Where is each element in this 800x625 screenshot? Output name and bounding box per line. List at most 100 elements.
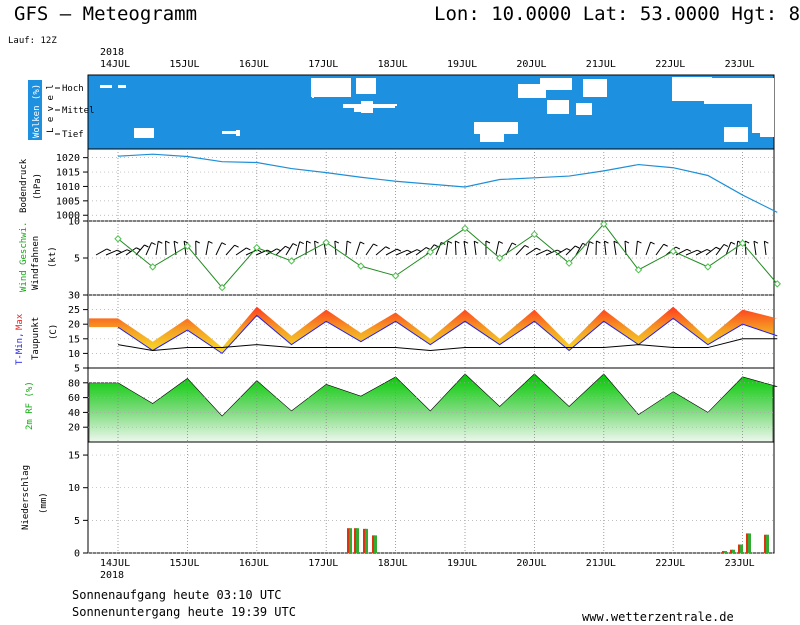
day-label-top: 14JUL [100,59,130,70]
day-label-bottom: 14JUL [100,558,130,569]
wind-barb [565,245,576,256]
y-tick-label: 1005 [56,196,80,207]
cloud-patch [474,122,518,134]
wind-barb [635,241,638,256]
day-label-top: 23JUL [725,59,755,70]
wind-barb-feather [144,244,149,248]
wind-barb-feather [117,249,122,253]
wind-marker [287,257,296,265]
y-tick-label: 1010 [56,182,80,193]
humidity-area [88,373,778,443]
precip-bar-red [372,535,375,553]
wind-barb-feather [360,241,365,245]
wind-unit: (kt) [48,246,58,268]
day-label-bottom: 19JUL [447,558,477,569]
precip-bar-red [738,544,741,553]
wind-barb-feather [285,245,290,249]
day-label-bottom: 21JUL [586,558,616,569]
wind-barb-feather [474,240,479,244]
y-tick-label: 30 [68,291,80,302]
cloud-level-label: L e v e l [46,84,56,133]
wind-barb [685,249,698,256]
y-tick-label: 5 [74,516,80,527]
day-label-top: 15JUL [169,59,199,70]
wind-barb-feather [158,240,163,244]
wind-speed-line [117,223,778,289]
wind-barb-feather [447,240,453,244]
wind-barb-feather [582,242,587,246]
cloud-blobs [100,77,774,142]
wind-barb [155,241,159,256]
temperature-panel: T-Min, Max Taupunkt (C) [15,294,778,369]
y-tick-label: 0 [74,549,80,560]
wind-marker [704,263,712,271]
source-link[interactable]: www.wetterzentrale.de [582,610,734,624]
cloud-patch [381,104,397,106]
wind-barb-feather [396,248,402,252]
wind-barb [525,247,537,256]
wind-barb [135,244,145,256]
precip-bar-red [722,551,725,553]
wind-markers [114,220,782,292]
humidity-label: 2m RF (%) [25,381,35,430]
wind-barb-feather [675,246,681,250]
dewpoint-line [117,338,778,351]
y-tick-label: 20 [68,423,80,434]
day-label-top: 22JUL [655,59,685,70]
cloud-patch [236,130,240,136]
cloud-level-mid: Mittel [62,106,95,116]
precip-bar-red [746,533,749,553]
y-tick-label: 60 [68,393,80,404]
day-labels-bottom: 14JUL 15JUL 16JUL 17JUL 18JUL 19JUL 20JUL 21JUL… [100,558,755,569]
day-label-bottom: 16JUL [239,558,269,569]
run-label: Lauf: 12Z [8,36,57,46]
location-title: Lon: 10.0000 Lat: 53.0000 Hgt: 8 [434,3,800,25]
precip-bar-green [349,528,352,553]
wind-barb-feather [165,240,170,244]
temp-label-tmax: Max [15,313,25,330]
wind-barb [265,248,278,256]
wind-marker [391,272,400,280]
wind-barb [545,249,558,256]
sunrise-text: Sonnenaufgang heute 03:10 UTC [72,588,282,602]
wind-barb-feather [151,242,156,246]
y-tick-label: 15 [68,334,80,345]
wind-barb [585,241,590,256]
wind-barb [395,249,408,256]
temp-label-tmin: T-Min, [15,332,25,365]
wind-barb [245,249,258,256]
wind-marker [669,247,677,256]
pressure-grid [88,149,774,221]
cloud-patch [704,78,774,104]
precip-unit: (mm) [39,492,49,514]
cloud-patch [760,129,774,137]
wind-barb-feather [498,240,504,244]
wind-barb-feather [292,243,298,247]
wind-barb-feather [536,247,541,251]
wind-label-barbs: Windfahnen [31,236,41,290]
wind-barb-feather [373,243,378,247]
wind-barb [365,243,374,256]
wind-barb-feather [246,247,251,251]
wind-barb [125,247,137,256]
wind-barb-feather [613,240,619,244]
precip-bar-green [356,528,359,553]
wind-barb [105,249,118,256]
day-label-top: 21JUL [586,59,616,70]
wind-barb [415,247,427,256]
wind-barb [375,246,387,256]
wind-barb-feather [546,249,552,253]
wind-barb-feather [485,240,491,244]
wind-marker [461,224,469,233]
precip-bar-red [363,528,366,553]
y-tick-label: 80 [68,378,80,389]
wind-panel: Wind Geschwi. Windfahnen (kt) [19,220,782,296]
temp-label-dew: Taupunkt [31,317,41,360]
wind-barb [205,241,209,256]
wind-barb-feather [624,240,630,244]
pressure-panel: Bodendruck (hPa) [19,148,778,222]
wind-barb [645,241,652,256]
cloud-patch [118,85,126,88]
wind-barb [725,242,732,256]
